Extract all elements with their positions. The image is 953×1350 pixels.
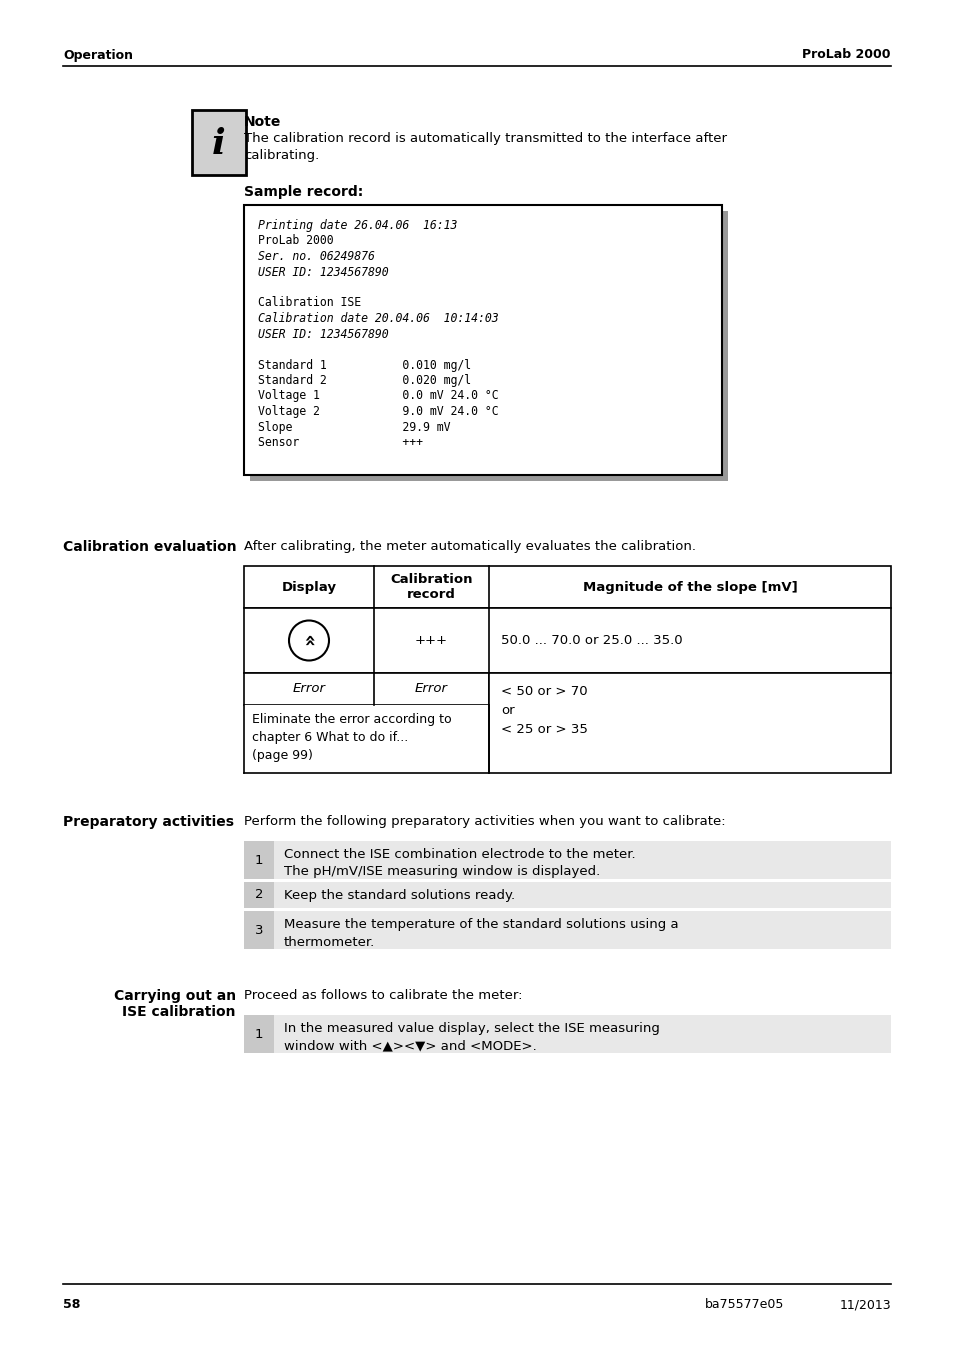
Bar	[244, 705, 489, 774]
Text: 2: 2	[254, 888, 263, 902]
Text: Perform the following preparatory activities when you want to calibrate:: Perform the following preparatory activi…	[244, 815, 725, 828]
Bar	[244, 911, 274, 949]
Text: USER ID: 1234567890: USER ID: 1234567890	[257, 328, 388, 340]
Bar	[244, 674, 489, 705]
Text: Calibration
record: Calibration record	[390, 572, 473, 601]
Text: Error: Error	[293, 683, 325, 695]
Text: 3: 3	[254, 923, 263, 937]
Text: Slope                29.9 mV: Slope 29.9 mV	[257, 420, 450, 433]
Text: Preparatory activities: Preparatory activities	[63, 815, 233, 829]
Text: +++: +++	[415, 634, 448, 647]
Text: Calibration ISE: Calibration ISE	[257, 297, 361, 309]
Text: Standard 1           0.010 mg/l: Standard 1 0.010 mg/l	[257, 359, 471, 371]
Text: Carrying out an
ISE calibration: Carrying out an ISE calibration	[113, 990, 235, 1019]
Text: < 50 or > 70
or
< 25 or > 35: < 50 or > 70 or < 25 or > 35	[500, 684, 587, 736]
Text: After calibrating, the meter automatically evaluates the calibration.: After calibrating, the meter automatical…	[244, 540, 696, 553]
Text: calibrating.: calibrating.	[244, 148, 319, 162]
Text: Calibration date 20.04.06  10:14:03: Calibration date 20.04.06 10:14:03	[257, 312, 498, 325]
Bar	[244, 841, 274, 879]
Text: ba75577e05: ba75577e05	[704, 1299, 783, 1311]
Bar	[244, 608, 890, 674]
Text: Proceed as follows to calibrate the meter:: Proceed as follows to calibrate the mete…	[244, 990, 522, 1002]
Text: ProLab 2000: ProLab 2000	[801, 49, 890, 62]
Text: USER ID: 1234567890: USER ID: 1234567890	[257, 266, 388, 278]
Text: Standard 2           0.020 mg/l: Standard 2 0.020 mg/l	[257, 374, 471, 387]
Bar	[274, 841, 890, 879]
Bar	[489, 674, 890, 774]
Text: i: i	[212, 127, 226, 162]
Bar	[192, 109, 246, 176]
Text: Error: Error	[415, 683, 448, 695]
Text: The calibration record is automatically transmitted to the interface after: The calibration record is automatically …	[244, 132, 726, 144]
Text: 11/2013: 11/2013	[839, 1299, 890, 1311]
Text: Printing date 26.04.06  16:13: Printing date 26.04.06 16:13	[257, 219, 456, 232]
Text: Magnitude of the slope [mV]: Magnitude of the slope [mV]	[582, 580, 797, 594]
Text: ProLab 2000: ProLab 2000	[257, 235, 334, 247]
Text: Sample record:: Sample record:	[244, 185, 363, 198]
Text: In the measured value display, select the ISE measuring
window with <▲><▼> and <: In the measured value display, select th…	[284, 1022, 659, 1053]
Bar	[244, 566, 890, 608]
Bar	[274, 911, 890, 949]
Text: Display: Display	[281, 580, 336, 594]
Text: Operation: Operation	[63, 49, 132, 62]
Text: »: »	[299, 632, 318, 645]
Text: Eliminate the error according to
chapter 6 What to do if...
(page 99): Eliminate the error according to chapter…	[252, 713, 451, 761]
Text: 58: 58	[63, 1299, 80, 1311]
Text: Note: Note	[244, 115, 281, 130]
Bar	[244, 1015, 274, 1053]
Bar	[274, 882, 890, 909]
Bar	[244, 205, 721, 475]
Bar	[244, 882, 274, 909]
Bar	[250, 211, 727, 481]
Text: 50.0 ... 70.0 or 25.0 ... 35.0: 50.0 ... 70.0 or 25.0 ... 35.0	[500, 634, 682, 647]
Text: Voltage 1            0.0 mV 24.0 °C: Voltage 1 0.0 mV 24.0 °C	[257, 390, 498, 402]
Text: Keep the standard solutions ready.: Keep the standard solutions ready.	[284, 890, 515, 902]
Bar	[192, 109, 246, 176]
Bar	[274, 1015, 890, 1053]
Text: Voltage 2            9.0 mV 24.0 °C: Voltage 2 9.0 mV 24.0 °C	[257, 405, 498, 418]
Text: 1: 1	[254, 1027, 263, 1041]
Text: 1: 1	[254, 853, 263, 867]
Text: Measure the temperature of the standard solutions using a
thermometer.: Measure the temperature of the standard …	[284, 918, 678, 949]
Text: Connect the ISE combination electrode to the meter.
The pH/mV/ISE measuring wind: Connect the ISE combination electrode to…	[284, 848, 635, 879]
Text: Calibration evaluation: Calibration evaluation	[63, 540, 236, 553]
Text: Ser. no. 06249876: Ser. no. 06249876	[257, 250, 375, 263]
Text: Sensor               +++: Sensor +++	[257, 436, 422, 450]
